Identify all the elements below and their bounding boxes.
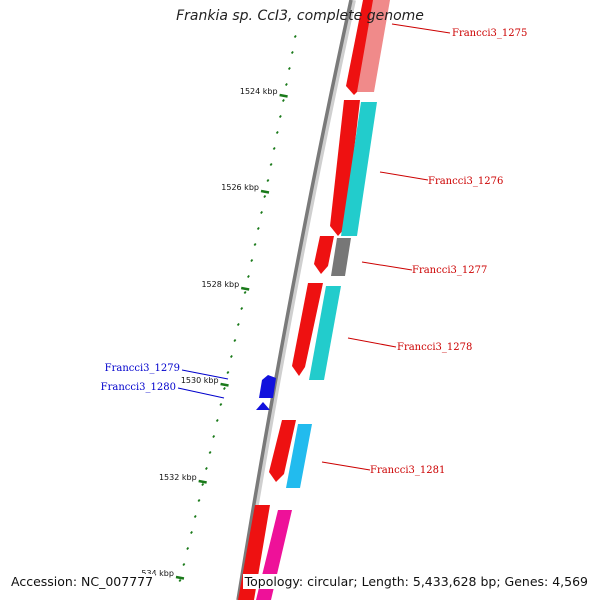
scale-dot bbox=[236, 322, 240, 327]
scale-dot bbox=[278, 114, 282, 119]
scale-tick-label: 1524 kbp bbox=[240, 87, 278, 96]
scale-major-tick bbox=[240, 286, 250, 291]
scale-dot bbox=[263, 194, 267, 199]
scale-major-tick bbox=[175, 575, 185, 580]
scale-dot bbox=[219, 402, 223, 407]
scale-dot bbox=[281, 98, 285, 103]
gene-label-francci3-1275[interactable]: Francci3_1275 bbox=[452, 28, 527, 39]
gene-labels: Francci3_1275 Francci3_1276 Francci3_127… bbox=[101, 28, 528, 476]
scale-tick-label: 1532 kbp bbox=[159, 473, 197, 482]
scale-dot bbox=[290, 50, 294, 55]
scale-dot bbox=[284, 82, 288, 87]
gene-cds-francci3-1277[interactable] bbox=[331, 238, 351, 276]
gene-label-francci3-1277[interactable]: Francci3_1277 bbox=[412, 265, 487, 276]
label-leaders bbox=[177, 23, 451, 471]
gene-label-francci3-1281[interactable]: Francci3_1281 bbox=[370, 465, 445, 476]
scale-dot bbox=[222, 386, 226, 391]
gene-arrow-francci3-1277[interactable] bbox=[314, 236, 334, 274]
gene-cds-francci3-1276[interactable] bbox=[341, 102, 377, 236]
accession-text: Accession: NC_007777 bbox=[9, 574, 156, 589]
scale-dot bbox=[193, 514, 197, 519]
scale-dot bbox=[253, 242, 257, 247]
scale-dot bbox=[182, 562, 186, 567]
scale-tick-label: 1528 kbp bbox=[201, 280, 239, 289]
scale-dot bbox=[208, 450, 212, 455]
scale-dot bbox=[233, 338, 237, 343]
scale-dot bbox=[229, 354, 233, 359]
scale-dot bbox=[204, 466, 208, 471]
scale-dot bbox=[266, 178, 270, 183]
scale-dot bbox=[269, 162, 273, 167]
gene-label-francci3-1276[interactable]: Francci3_1276 bbox=[428, 176, 503, 187]
gene-arrow-francci3-1279[interactable] bbox=[259, 375, 276, 398]
scale-dot bbox=[178, 578, 182, 583]
gene-features bbox=[238, 0, 390, 600]
scale-dot bbox=[212, 434, 216, 439]
gene-arrow-francci3-1276[interactable] bbox=[330, 100, 360, 236]
scale-dot bbox=[197, 498, 201, 503]
scale-major-tick bbox=[220, 382, 229, 387]
gene-arrow-francci3-1281[interactable] bbox=[269, 420, 296, 482]
scale-major-tick bbox=[279, 93, 288, 98]
scale-dot bbox=[190, 530, 193, 535]
scale-dot bbox=[293, 34, 297, 39]
gene-label-francci3-1278[interactable]: Francci3_1278 bbox=[397, 342, 472, 353]
scale-tick-label: 1526 kbp bbox=[221, 183, 259, 192]
scale-ticks: 1524 kbp 1526 kbp 1528 kbp 1530 kbp 1532 kbp… bbox=[141, 34, 297, 583]
scale-major-tick bbox=[198, 479, 207, 484]
scale-tick-label: 534 kbp bbox=[141, 569, 174, 578]
scale-dot bbox=[215, 418, 219, 423]
scale-dot bbox=[250, 258, 254, 263]
scale-dot bbox=[201, 482, 205, 487]
scale-dot bbox=[260, 210, 263, 215]
gene-cds-francci3-1281[interactable] bbox=[286, 424, 312, 488]
scale-dot bbox=[240, 306, 244, 311]
gene-label-francci3-1280[interactable]: Francci3_1280 bbox=[101, 382, 176, 393]
gene-rna-francci3-1275[interactable] bbox=[357, 0, 390, 92]
gene-label-francci3-1279[interactable]: Francci3_1279 bbox=[105, 363, 180, 374]
gene-cds-francci3-1278[interactable] bbox=[309, 286, 341, 380]
scale-dot bbox=[256, 226, 260, 231]
scale-dot bbox=[287, 66, 291, 71]
scale-dot bbox=[275, 130, 279, 135]
scale-dot bbox=[243, 290, 247, 295]
genome-backbone bbox=[236, 0, 353, 600]
gene-arrow-francci3-1278[interactable] bbox=[292, 283, 323, 376]
scale-tick-label: 1530 kbp bbox=[181, 376, 219, 385]
genome-title: Frankia sp. CcI3, complete genome bbox=[176, 8, 424, 24]
scale-dot bbox=[246, 274, 250, 279]
gene-arrow-francci3-1280[interactable] bbox=[256, 402, 270, 410]
genome-summary-text: Topology: circular; Length: 5,433,628 bp… bbox=[242, 574, 590, 589]
scale-dot bbox=[272, 146, 276, 151]
scale-dot bbox=[186, 546, 190, 551]
scale-major-tick bbox=[260, 189, 270, 194]
scale-dot bbox=[226, 370, 230, 375]
